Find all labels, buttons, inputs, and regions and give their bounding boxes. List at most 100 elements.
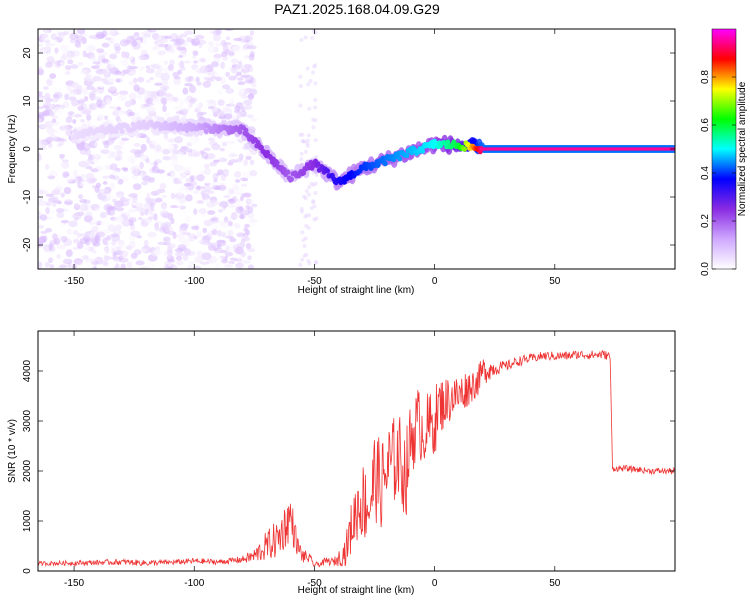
spectrogram-noise-cell — [246, 199, 255, 203]
spectrogram-noise-cell — [92, 177, 97, 182]
spectrogram-noise-cell — [199, 239, 207, 245]
spectrogram-noise-cell — [38, 106, 44, 110]
spectrogram-noise-cell — [56, 166, 64, 171]
spectrogram-noise-cell — [59, 44, 69, 51]
chart-title: PAZ1.2025.168.04.09.G29 — [274, 1, 440, 17]
spectrogram-noise-cell — [206, 78, 215, 82]
spectrogram-noise-cell — [47, 122, 57, 126]
spectrogram-noise-cell — [146, 136, 151, 144]
spectrogram-noise-cell — [66, 84, 72, 92]
spectrogram-noise-cell — [51, 115, 59, 120]
spectrogram-noise-cell — [122, 110, 128, 114]
spectrogram-noise-cell — [193, 190, 200, 195]
spectrogram-noise-cell — [173, 181, 183, 185]
spectrogram-noise-cell — [129, 71, 137, 75]
spectrogram-noise-cell — [225, 245, 230, 252]
snr-y-label: SNR (10 * v/v) — [7, 419, 18, 483]
spectrogram-noise-cell — [209, 217, 218, 222]
spectrogram-noise-cell — [100, 189, 111, 197]
spectrogram-noise-cell — [199, 66, 204, 74]
spectrogram-noise-cell — [53, 93, 60, 99]
spectrogram-noise-cell — [245, 156, 252, 160]
spectrogram-noise-cell — [313, 191, 318, 196]
spectrogram-ridge-cell — [163, 120, 168, 126]
spectrogram-noise-cell — [192, 50, 199, 56]
spectrogram-noise-cell — [190, 149, 198, 158]
spectrogram-noise-cell — [77, 105, 84, 111]
snr-x-tick-label: 0 — [432, 578, 438, 589]
spectrogram-noise-cell — [176, 188, 184, 196]
spectrogram-noise-cell — [204, 163, 210, 169]
spectrogram-noise-cell — [248, 53, 255, 61]
spectrogram-y-tick-label: -10 — [22, 189, 33, 204]
spectrogram-noise-cell — [88, 258, 99, 262]
spectrogram-noise-cell — [185, 194, 193, 202]
spectrogram-ridge-cell — [289, 176, 294, 182]
spectrogram-noise-cell — [105, 97, 112, 105]
spectrogram-noise-cell — [112, 198, 117, 203]
spectrogram-noise-cell — [183, 60, 191, 64]
spectrogram-noise-cell — [311, 199, 316, 204]
spectrogram-noise-cell — [250, 117, 258, 122]
spectrogram-noise-cell — [169, 33, 179, 41]
spectrogram-x-tick-label: 50 — [549, 276, 561, 287]
spectrogram-noise-cell — [119, 242, 126, 249]
spectrogram-noise-cell — [303, 35, 308, 40]
spectrogram-noise-cell — [107, 64, 115, 69]
spectrogram-ridge-cell — [81, 133, 87, 139]
spectrogram-noise-cell — [51, 118, 57, 123]
spectrogram-noise-cell — [183, 182, 192, 187]
spectrogram-noise-cell — [226, 183, 234, 189]
spectrogram-noise-cell — [201, 252, 212, 261]
spectrogram-noise-cell — [207, 210, 216, 215]
spectrogram-noise-cell — [234, 258, 239, 262]
spectrogram-noise-cell — [61, 55, 72, 61]
spectrogram-noise-cell — [82, 87, 88, 96]
spectrogram-noise-cell — [201, 151, 209, 160]
spectrogram-noise-cell — [133, 142, 141, 148]
spectrogram-noise-cell — [119, 250, 129, 258]
spectrogram-ridge-cell — [375, 162, 381, 168]
spectrogram-noise-cell — [40, 35, 51, 41]
spectrogram-noise-cell — [151, 250, 161, 257]
spectrogram-noise-cell — [233, 170, 242, 178]
spectrogram-noise-cell — [156, 169, 165, 174]
snr-y-tick-label: 0 — [22, 568, 33, 574]
spectrogram-noise-cell — [163, 249, 173, 257]
spectrogram-noise-cell — [127, 198, 137, 202]
spectrogram-noise-cell — [207, 45, 217, 53]
spectrogram-noise-cell — [106, 205, 116, 211]
spectrogram-noise-cell — [209, 255, 218, 264]
spectrogram-noise-cell — [174, 115, 181, 119]
spectrogram-noise-cell — [241, 185, 247, 192]
spectrogram-noise-cell — [207, 242, 213, 247]
spectrogram-noise-cell — [82, 50, 87, 58]
colorbar-ticks: 0.0 0.2 0.4 0.6 0.8 — [700, 70, 736, 276]
spectrogram-noise-cell — [56, 254, 61, 259]
spectrogram-noise-cell — [130, 60, 136, 65]
spectrogram-noise-cell — [185, 216, 191, 223]
spectrogram-noise-cell — [303, 214, 308, 219]
spectrogram-noise-cell — [305, 66, 310, 71]
spectrogram-noise-cell — [211, 229, 218, 235]
spectrogram-noise-cell — [111, 37, 121, 43]
spectrogram-noise-cell — [154, 82, 163, 86]
spectrogram-noise — [38, 29, 319, 269]
spectrogram-y-tick-label: 10 — [22, 95, 33, 107]
spectrogram-noise-cell — [218, 255, 226, 261]
spectrogram-noise-cell — [76, 85, 83, 93]
spectrogram-noise-cell — [236, 63, 244, 71]
spectrogram-noise-cell — [307, 184, 312, 189]
spectrogram-noise-cell — [307, 106, 312, 111]
spectrogram-noise-cell — [38, 140, 44, 147]
spectrogram-noise-cell — [184, 148, 193, 153]
spectrogram-noise-cell — [194, 103, 203, 107]
spectrogram-noise-cell — [67, 111, 75, 115]
spectrogram-noise-cell — [79, 237, 89, 244]
spectrogram-noise-cell — [300, 209, 305, 214]
spectrogram-noise-cell — [228, 50, 235, 57]
spectrogram-noise-cell — [158, 43, 169, 48]
spectrogram-noise-cell — [236, 87, 245, 96]
spectrogram-noise-cell — [148, 208, 153, 215]
